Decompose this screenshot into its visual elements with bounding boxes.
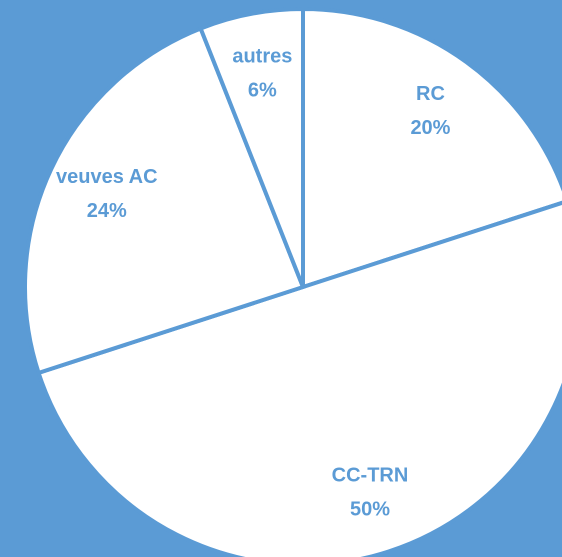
slice-category-label: CC-TRN [332,465,409,487]
slice-value-label: 6% [248,79,277,101]
pie-slice [301,6,562,290]
slice-category-label: veuves AC [56,166,158,188]
pie-slice [36,200,562,557]
slice-category-label: RC [416,83,445,105]
slice-value-label: 24% [87,200,127,222]
pie-slice [198,6,305,288]
slice-category-label: autres [232,45,292,67]
slice-value-label: 50% [350,499,390,521]
slice-value-label: 20% [410,117,450,139]
